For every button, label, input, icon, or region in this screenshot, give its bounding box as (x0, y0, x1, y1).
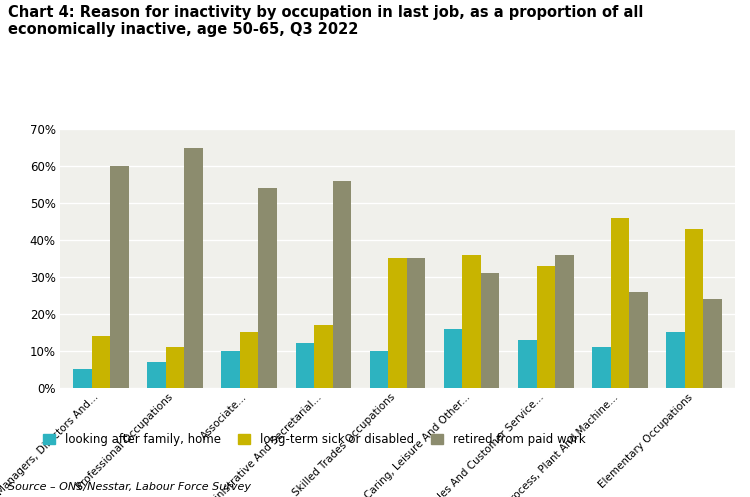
Bar (610, 218, 629, 388)
Bar (685, 229, 703, 388)
Bar (592, 347, 610, 388)
Bar (629, 292, 648, 388)
Bar (406, 258, 425, 388)
Bar (166, 347, 184, 388)
Bar (388, 258, 406, 388)
Bar (444, 329, 463, 388)
Bar (110, 166, 128, 388)
Bar (92, 336, 110, 388)
Text: Source – ONS/Nesstar, Labour Force Survey: Source – ONS/Nesstar, Labour Force Surve… (8, 482, 250, 492)
Bar (332, 181, 351, 388)
Bar (555, 255, 574, 388)
Bar (536, 266, 555, 388)
Bar (221, 351, 240, 388)
Bar (147, 362, 166, 388)
Bar (667, 332, 685, 388)
Bar (518, 339, 536, 388)
Bar (314, 325, 332, 388)
Bar (73, 369, 92, 388)
Bar (704, 299, 722, 388)
Bar (259, 188, 277, 388)
Bar (463, 255, 481, 388)
Bar (370, 351, 388, 388)
Legend: looking after family, home, long-term sick or disabled, retired from paid work: looking after family, home, long-term si… (44, 433, 585, 446)
Bar (481, 273, 500, 388)
Bar (240, 332, 259, 388)
Bar (296, 343, 314, 388)
Text: Chart 4: Reason for inactivity by occupation in last job, as a proportion of all: Chart 4: Reason for inactivity by occupa… (8, 5, 643, 37)
Bar (184, 148, 202, 388)
